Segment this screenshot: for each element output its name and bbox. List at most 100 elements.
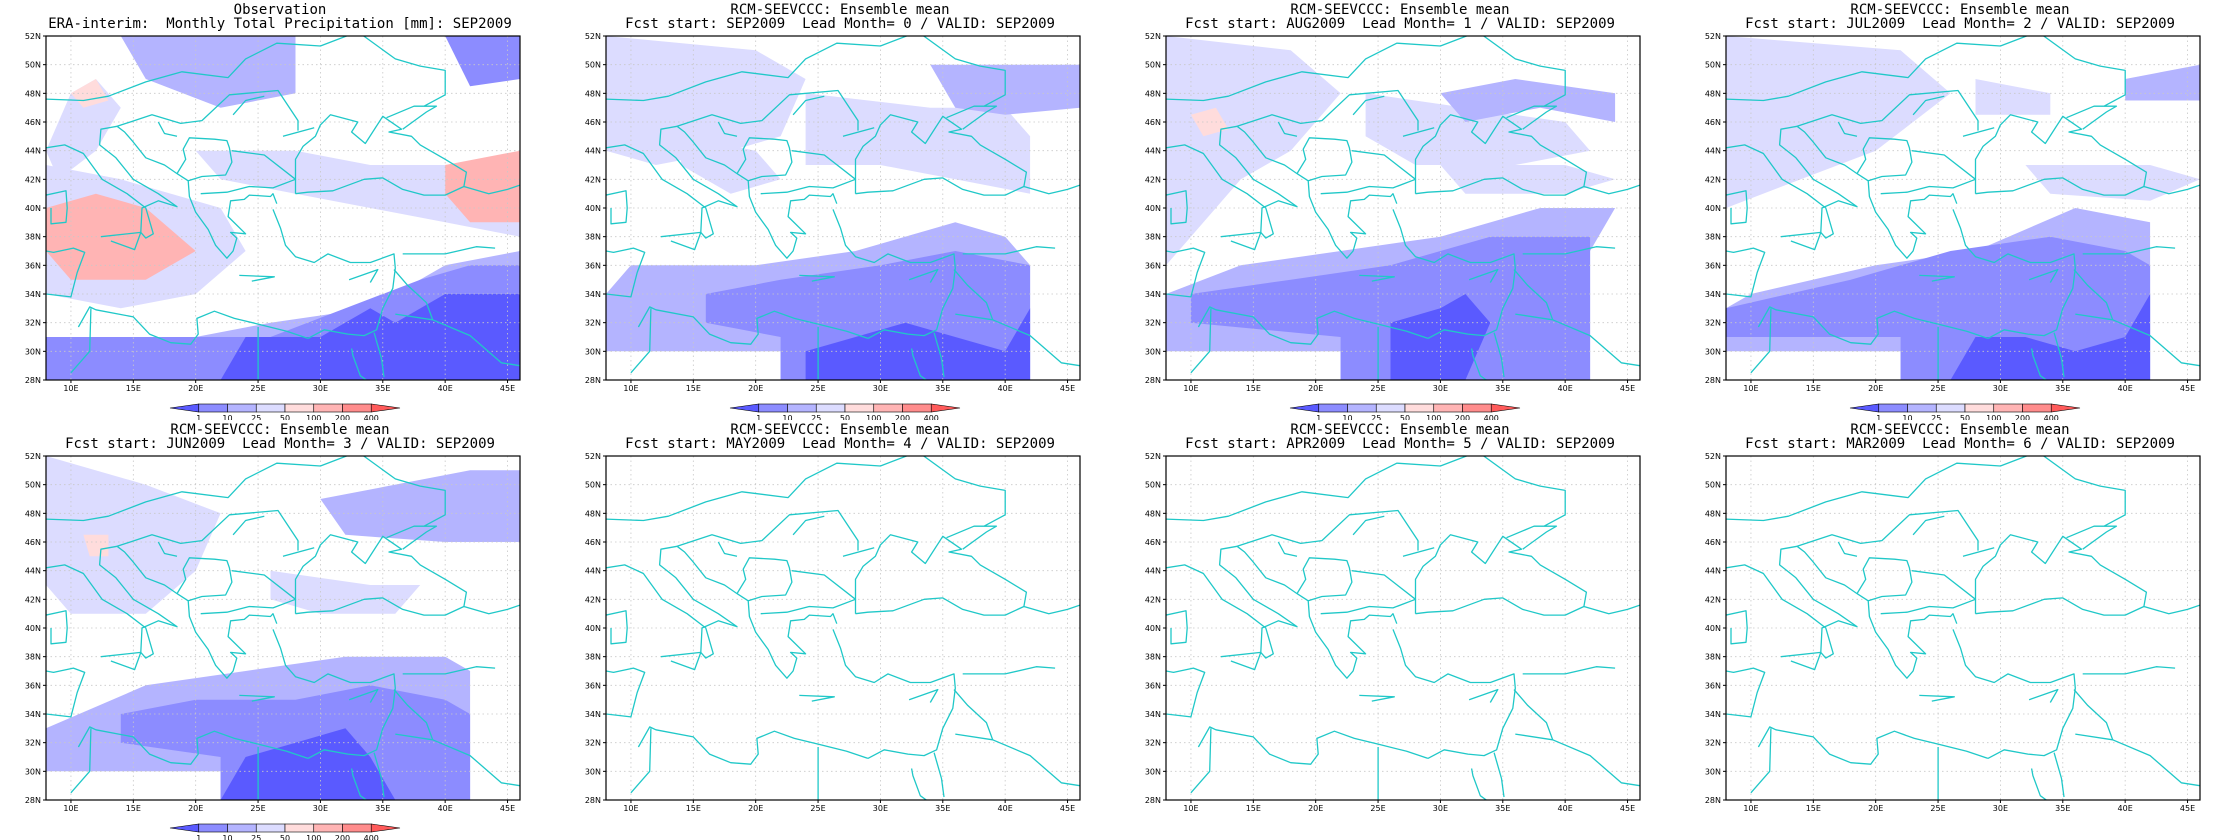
colorbar-swatch xyxy=(758,403,788,413)
coastline xyxy=(2066,105,2118,130)
coastline xyxy=(393,689,434,741)
coastline xyxy=(350,348,368,380)
lat-tick-label: 46N xyxy=(585,118,601,127)
lon-tick-label: 10E xyxy=(1743,804,1758,813)
panel-title: RCM-SEEVCCC: Ensemble mean xyxy=(1290,2,1510,18)
coastline xyxy=(1197,726,1429,765)
lon-tick-label: 25E xyxy=(810,384,825,393)
colorbar-label: 400 xyxy=(1484,414,1499,420)
lon-tick-label: 40E xyxy=(2118,384,2133,393)
coastline xyxy=(1220,231,1262,251)
precip-shading xyxy=(1726,36,1951,208)
coastline xyxy=(1236,509,1419,551)
coastline xyxy=(1796,125,1958,259)
lat-tick-label: 38N xyxy=(585,233,601,242)
coastline xyxy=(232,515,265,536)
coastline xyxy=(272,209,396,339)
lat-tick-label: 30N xyxy=(1705,767,1721,776)
colorbar-label: 25 xyxy=(1371,414,1381,420)
coastline xyxy=(1190,728,1212,794)
coastline xyxy=(1880,150,1977,195)
map-panel: 10E 15E 20E 25E 30E 35E 40E 45E 28N 30N 32N 34N 36N 3… xyxy=(0,420,560,840)
coastline xyxy=(1796,545,1958,679)
lon-tick-label: 10E xyxy=(1183,384,1198,393)
lat-tick-label: 30N xyxy=(585,767,601,776)
lat-tick-label: 40N xyxy=(25,204,41,213)
lat-tick-label: 50N xyxy=(1705,61,1721,70)
coastline xyxy=(1974,534,2148,616)
lat-tick-label: 32N xyxy=(1705,739,1721,748)
colorbar-label: 25 xyxy=(1931,414,1941,420)
lon-tick-label: 15E xyxy=(126,384,141,393)
coastline xyxy=(519,43,520,87)
coastline xyxy=(1513,689,1554,741)
coastline xyxy=(2030,348,2048,380)
coastline xyxy=(1166,610,1188,645)
lon-tick-label: 10E xyxy=(63,804,78,813)
coastline xyxy=(157,121,178,137)
lat-tick-label: 28N xyxy=(25,796,41,805)
coastline xyxy=(1726,36,2126,107)
coastline xyxy=(232,95,265,116)
lon-tick-label: 30E xyxy=(1993,384,2008,393)
lat-tick-label: 52N xyxy=(585,32,601,41)
coastline xyxy=(854,114,1028,196)
colorbar: 1 10 25 50 100 200 400 xyxy=(1289,403,1521,420)
colorbar-swatch xyxy=(1993,403,2023,413)
colorbar-label: 1 xyxy=(196,414,201,420)
precip-shading xyxy=(46,456,221,614)
lat-tick-label: 32N xyxy=(585,739,601,748)
lat-tick-label: 42N xyxy=(25,175,41,184)
coastline xyxy=(1359,694,1395,702)
lon-tick-label: 45E xyxy=(1060,804,1075,813)
colorbar-swatch xyxy=(873,403,903,413)
coastline xyxy=(1780,651,1822,671)
coastline xyxy=(955,313,1080,367)
coastline xyxy=(70,728,92,794)
coastline xyxy=(2075,733,2200,787)
lon-tick-label: 45E xyxy=(1060,384,1075,393)
lat-tick-label: 42N xyxy=(1145,595,1161,604)
coastline xyxy=(676,509,859,551)
colorbar-label: 25 xyxy=(811,414,821,420)
precip-shading xyxy=(805,93,1031,194)
colorbar-swatch xyxy=(1289,403,1320,413)
precip-map: 10E 15E 20E 25E 30E 35E 40E 45E 28N 30N 32N 34N 36N 3… xyxy=(1705,32,2201,420)
precip-shading xyxy=(805,308,1031,380)
colorbar-label: 50 xyxy=(840,414,850,420)
lon-tick-label: 35E xyxy=(1495,384,1510,393)
coastline xyxy=(717,541,738,557)
lat-tick-label: 48N xyxy=(1145,509,1161,518)
colorbar: 1 10 25 50 100 200 400 xyxy=(169,403,401,420)
coastline xyxy=(1468,688,1499,703)
map-panel: 10E 15E 20E 25E 30E 35E 40E 45E 28N 30N 32N 34N 36N 3… xyxy=(1680,420,2240,840)
lon-tick-label: 35E xyxy=(2055,804,2070,813)
coastline xyxy=(717,121,738,137)
panel-subtitle: Fcst start: AUG2009 Lead Month= 1 / VALI… xyxy=(1185,16,1615,32)
coastline xyxy=(1220,651,1262,671)
coastline xyxy=(402,666,496,675)
coastline xyxy=(463,604,520,615)
map-panel: 10E 15E 20E 25E 30E 35E 40E 45E 28N 30N 32N 34N 36N 3… xyxy=(1120,0,1680,420)
colorbar-swatch xyxy=(729,403,760,413)
lat-tick-label: 40N xyxy=(1145,624,1161,633)
coastline xyxy=(1079,43,1080,87)
coastline xyxy=(760,150,857,195)
colorbar-swatch xyxy=(1964,403,1995,413)
coastline xyxy=(1750,728,1772,794)
coastline xyxy=(77,306,309,345)
coastline xyxy=(395,733,520,787)
lon-tick-label: 20E xyxy=(1868,804,1883,813)
map-panel: 10E 15E 20E 25E 30E 35E 40E 45E 28N 30N 32N 34N 36N 3… xyxy=(1120,420,1680,840)
coastline xyxy=(1757,306,1989,345)
precip-map: 10E 15E 20E 25E 30E 35E 40E 45E 28N 30N 32N 34N 36N 3… xyxy=(1145,32,1641,420)
coastline xyxy=(1236,545,1398,679)
colorbar: 1 10 25 50 100 200 400 xyxy=(169,823,401,840)
map-frame xyxy=(605,455,1081,801)
coastline xyxy=(908,268,939,283)
lon-tick-label: 30E xyxy=(1433,384,1448,393)
precip-shading xyxy=(445,150,520,223)
coastline xyxy=(1856,557,1913,602)
colorbar-swatch xyxy=(1907,403,1937,413)
map-panel: 10E 15E 20E 25E 30E 35E 40E 45E 28N 30N 32N 34N 36N 3… xyxy=(560,420,1120,840)
